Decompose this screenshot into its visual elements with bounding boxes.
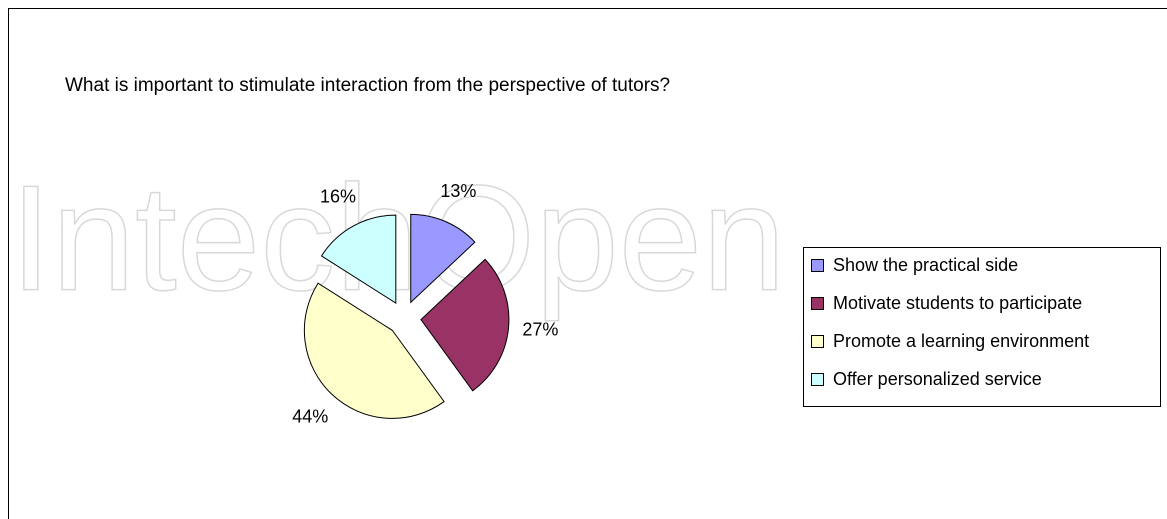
legend-swatch xyxy=(811,373,824,386)
legend-label: Promote a learning environment xyxy=(833,331,1089,351)
legend-swatch xyxy=(811,259,824,272)
legend-swatch xyxy=(811,335,824,348)
watermark: IntechOpen xyxy=(10,154,786,322)
pie-slice xyxy=(410,213,476,304)
legend-label: Motivate students to participate xyxy=(833,293,1082,313)
data-label: 16% xyxy=(320,187,356,207)
data-label: 27% xyxy=(522,320,558,340)
pie-slice xyxy=(303,282,445,419)
legend-label: Offer personalized service xyxy=(833,369,1042,389)
legend-swatch xyxy=(811,297,824,310)
data-label: 13% xyxy=(440,181,476,201)
pie-slice xyxy=(420,258,510,392)
legend xyxy=(803,247,1161,407)
legend-label: Show the practical side xyxy=(833,255,1018,275)
pie-slice xyxy=(320,214,397,305)
chart-title: What is important to stimulate interacti… xyxy=(65,75,670,96)
data-label: 44% xyxy=(292,407,328,427)
